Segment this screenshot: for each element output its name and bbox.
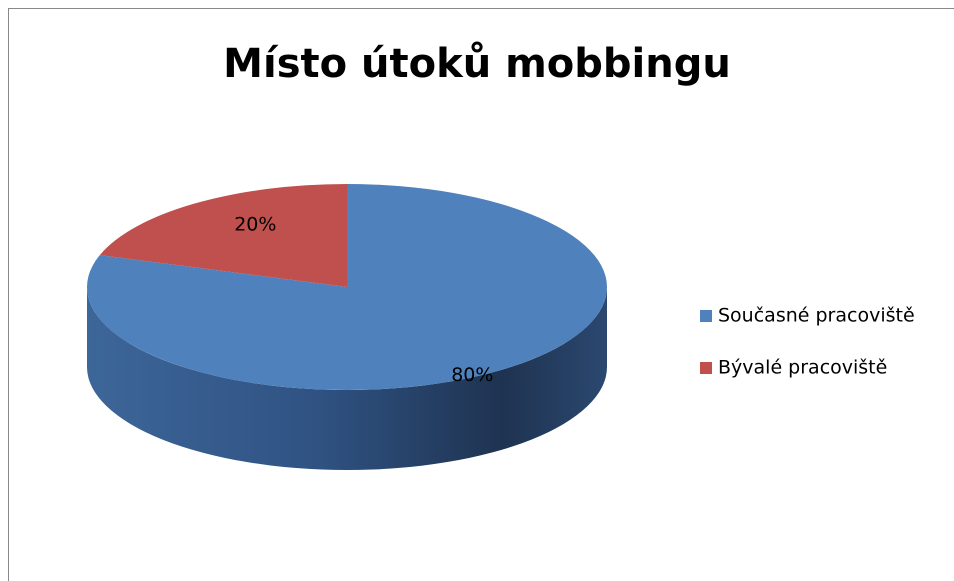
chart-border [8,8,954,581]
chart-title: Místo útoků mobbingu [223,40,731,87]
legend-swatch [700,362,712,374]
slice-side [87,287,607,470]
slice [99,184,347,287]
data-label: 20% [234,214,276,236]
data-label: 80% [451,364,493,386]
legend-label: Současné pracoviště [718,305,915,327]
legend-label: Bývalé pracoviště [718,357,887,379]
legend-swatch [700,310,712,322]
